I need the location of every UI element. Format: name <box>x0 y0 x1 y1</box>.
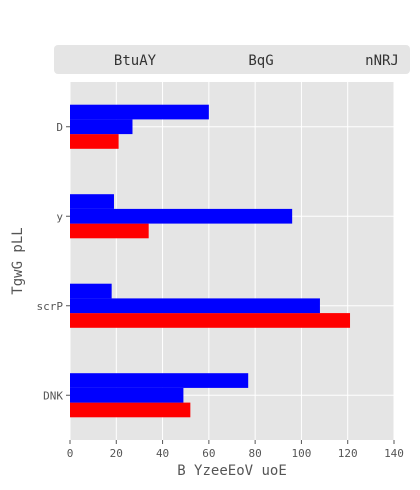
bar-2-scrp <box>70 298 320 314</box>
bar-3-scrp <box>70 283 112 299</box>
x-tick-label: 80 <box>249 447 262 460</box>
bar-2-dnk <box>70 387 184 403</box>
legend-label-1: BtuAY <box>114 53 157 69</box>
legend-box <box>54 45 410 74</box>
bars <box>70 104 351 418</box>
x-tick-label: 100 <box>291 447 311 460</box>
legend: BtuAY BqG nNRJ <box>54 45 410 74</box>
legend-label-2: BqG <box>248 53 273 69</box>
x-tick-label: 40 <box>156 447 169 460</box>
bar-3-d <box>70 104 209 120</box>
y-tick-label: scrP <box>37 300 64 313</box>
y-tick-label: D <box>56 121 63 134</box>
bar-2-y <box>70 208 293 224</box>
x-tick-label: 140 <box>384 447 404 460</box>
bar-3-dnk <box>70 373 249 388</box>
x-tick-label: 120 <box>338 447 358 460</box>
y-axis-label: TgwG pLL <box>10 227 26 294</box>
y-axis-ticks: DNK scrP y D <box>37 121 70 402</box>
x-axis-label: B YzeeEoV uoE <box>177 463 287 479</box>
bar-1-y <box>70 223 149 239</box>
x-tick-label: 60 <box>202 447 215 460</box>
x-tick-label: 20 <box>110 447 123 460</box>
x-axis-ticks: 0 20 40 60 80 100 120 140 <box>67 440 404 460</box>
y-tick-label: y <box>56 210 63 223</box>
bar-1-dnk <box>70 402 191 418</box>
legend-label-3: nNRJ <box>365 53 399 69</box>
bar-1-scrp <box>70 313 351 328</box>
bar-2-d <box>70 119 133 135</box>
bar-1-d <box>70 134 119 149</box>
y-tick-label: DNK <box>43 389 63 402</box>
bar-3-y <box>70 194 114 209</box>
x-tick-label: 0 <box>67 447 74 460</box>
